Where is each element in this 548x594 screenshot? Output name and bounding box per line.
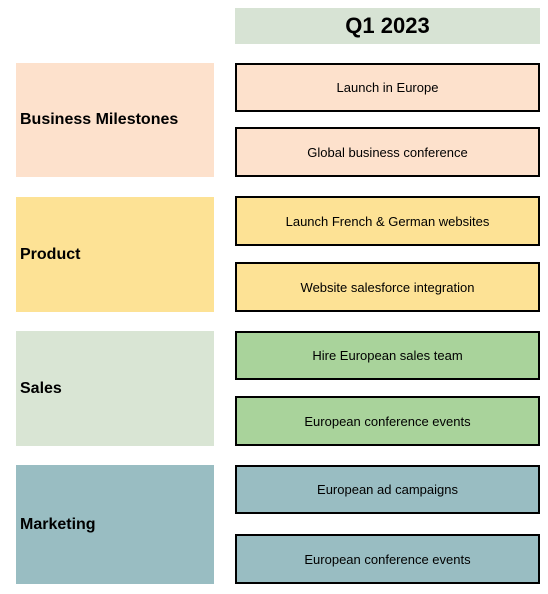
milestone-item-label: Website salesforce integration [300,279,475,295]
milestone-item-label: European conference events [304,413,471,429]
milestone-item: Global business conference [235,127,540,177]
milestone-item-label: Hire European sales team [312,348,463,363]
milestone-item-label: Launch French & German websites [285,213,490,229]
milestone-item-label: Global business conference [307,144,468,160]
milestone-item: Launch in Europe [235,63,540,112]
milestone-item: European conference events [235,396,540,446]
category-marketing: Marketing [16,465,214,584]
quarter-header: Q1 2023 [235,8,540,44]
milestone-item: European conference events [235,534,540,584]
milestone-item-label: European ad campaigns [317,482,458,497]
category-business-milestones: Business Milestones [16,63,214,177]
category-sales: Sales [16,331,214,446]
category-label: Sales [20,379,62,397]
category-product: Product [16,197,214,312]
category-label: Product [20,245,81,263]
category-label: Marketing [20,515,96,533]
milestone-item-label: European conference events [304,551,471,567]
milestone-item: Launch French & German websites [235,196,540,246]
milestone-item: European ad campaigns [235,465,540,514]
milestone-item-label: Launch in Europe [336,80,439,95]
category-label: Business Milestones [20,111,179,128]
quarter-title: Q1 2023 [345,13,430,38]
milestone-item: Hire European sales team [235,331,540,380]
milestone-item: Website salesforce integration [235,262,540,312]
